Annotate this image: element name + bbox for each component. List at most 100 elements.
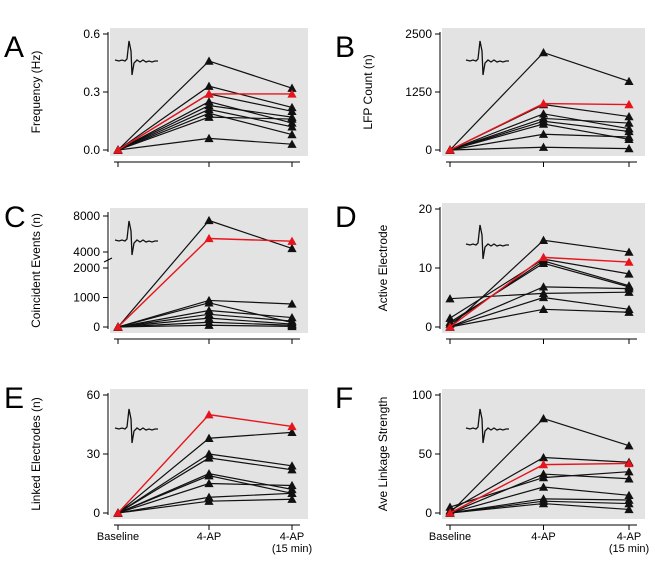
- data-point: [624, 504, 634, 514]
- axis-break-icon: [103, 257, 113, 263]
- panel-e: E Linked Electrodes (n) 0 30 60: [4, 382, 308, 530]
- x-category-label: 4-AP: [197, 531, 221, 543]
- y-tick-label: 100: [412, 388, 432, 402]
- data-point: [287, 480, 297, 490]
- data-point: [113, 322, 123, 331]
- data-point: [624, 76, 634, 86]
- y-tick-label: 0: [93, 320, 100, 334]
- data-point: [204, 56, 214, 65]
- data-point: [538, 452, 549, 462]
- lfp-trace-icon: [114, 40, 158, 76]
- y-axis-label: Coincident Events (n): [29, 213, 43, 328]
- data-point: [624, 441, 634, 450]
- y-tick-label: 10: [419, 261, 433, 275]
- data-point: [538, 235, 549, 244]
- panel-letter: E: [4, 382, 24, 415]
- data-point: [204, 471, 214, 480]
- y-tick-label: 1250: [405, 85, 432, 99]
- data-point: [287, 321, 297, 331]
- data-point: [624, 247, 634, 256]
- data-point: [538, 142, 549, 151]
- panel-letter: C: [4, 201, 26, 234]
- data-point: [538, 414, 549, 423]
- data-point: [445, 294, 455, 303]
- data-point: [113, 145, 123, 154]
- data-point: [445, 317, 455, 326]
- y-tick-label: 60: [87, 388, 101, 402]
- data-point: [204, 215, 214, 225]
- data-point: [624, 111, 634, 121]
- y-axis-label: Ave Linkage Strength: [376, 397, 390, 512]
- panel-letter: F: [335, 382, 353, 415]
- data-point: [624, 498, 634, 508]
- data-point: [287, 139, 297, 148]
- x-category-label: 4-AP: [280, 531, 304, 543]
- data-point: [287, 427, 297, 437]
- y-tick-label: 8000: [73, 209, 100, 223]
- data-point: [624, 144, 634, 153]
- data-point: [624, 132, 634, 141]
- data-point: [204, 496, 214, 505]
- data-point: [204, 320, 214, 329]
- data-point: [204, 112, 214, 121]
- y-tick-label: 0: [93, 506, 100, 520]
- data-point: [287, 122, 297, 131]
- y-axis-label: Active Electrode: [376, 224, 390, 311]
- data-point: [624, 269, 634, 278]
- y-axis-label: Frequency (Hz): [29, 51, 43, 134]
- data-point: [624, 126, 634, 136]
- x-category-label: Baseline: [97, 531, 139, 543]
- y-tick-label: 0.0: [83, 143, 100, 157]
- y-axis-label: Linked Electrodes (n): [29, 397, 43, 510]
- data-point: [538, 482, 549, 491]
- y-tick-label: 4000: [73, 245, 100, 259]
- data-point: [538, 292, 549, 302]
- x-category-label: Baseline: [429, 531, 471, 543]
- plot-background: [442, 203, 645, 333]
- lfp-trace-icon: [465, 40, 509, 76]
- data-point: [287, 488, 297, 498]
- data-point: [445, 322, 455, 331]
- y-tick-label: 2000: [73, 261, 100, 275]
- data-point: [287, 89, 297, 98]
- lfp-trace-icon: [465, 224, 509, 260]
- data-point: [204, 233, 214, 243]
- data-point: [624, 490, 634, 499]
- data-point: [445, 502, 455, 511]
- data-point: [624, 99, 634, 109]
- y-tick-label: 30: [87, 447, 101, 461]
- data-point: [538, 473, 549, 482]
- data-point: [287, 421, 297, 431]
- data-point: [538, 99, 549, 108]
- y-tick-label: 0.6: [83, 27, 100, 41]
- data-point: [445, 145, 455, 154]
- data-point: [538, 282, 549, 291]
- data-point: [538, 109, 549, 118]
- data-point: [204, 433, 214, 442]
- data-point: [538, 258, 549, 267]
- x-category-sublabel: (15 min): [272, 543, 312, 555]
- data-point: [538, 119, 549, 128]
- data-point: [287, 243, 297, 253]
- x-category-labels: Baseline 4-AP 4-AP(15 min): [97, 531, 312, 555]
- x-category-sublabel: (15 min): [609, 543, 649, 555]
- y-tick-label: 20: [419, 202, 433, 216]
- data-point: [538, 47, 549, 57]
- y-axis-label: LFP Count (n): [361, 54, 375, 129]
- data-point: [287, 83, 297, 92]
- data-point: [287, 129, 297, 139]
- data-point: [204, 478, 214, 488]
- x-category-label: 4-AP: [617, 531, 641, 543]
- data-point: [204, 133, 214, 143]
- data-point: [538, 252, 549, 262]
- data-point: [538, 129, 549, 138]
- data-point: [287, 299, 297, 308]
- data-point: [624, 467, 634, 476]
- y-tick-label: 0: [425, 143, 432, 157]
- panel-f: F Ave Linkage Strength 0 50 100: [335, 382, 645, 530]
- data-point: [538, 498, 549, 508]
- data-point: [624, 474, 634, 483]
- x-category-labels: Baseline 4-AP 4-AP(15 min): [429, 531, 649, 555]
- data-point: [624, 458, 634, 468]
